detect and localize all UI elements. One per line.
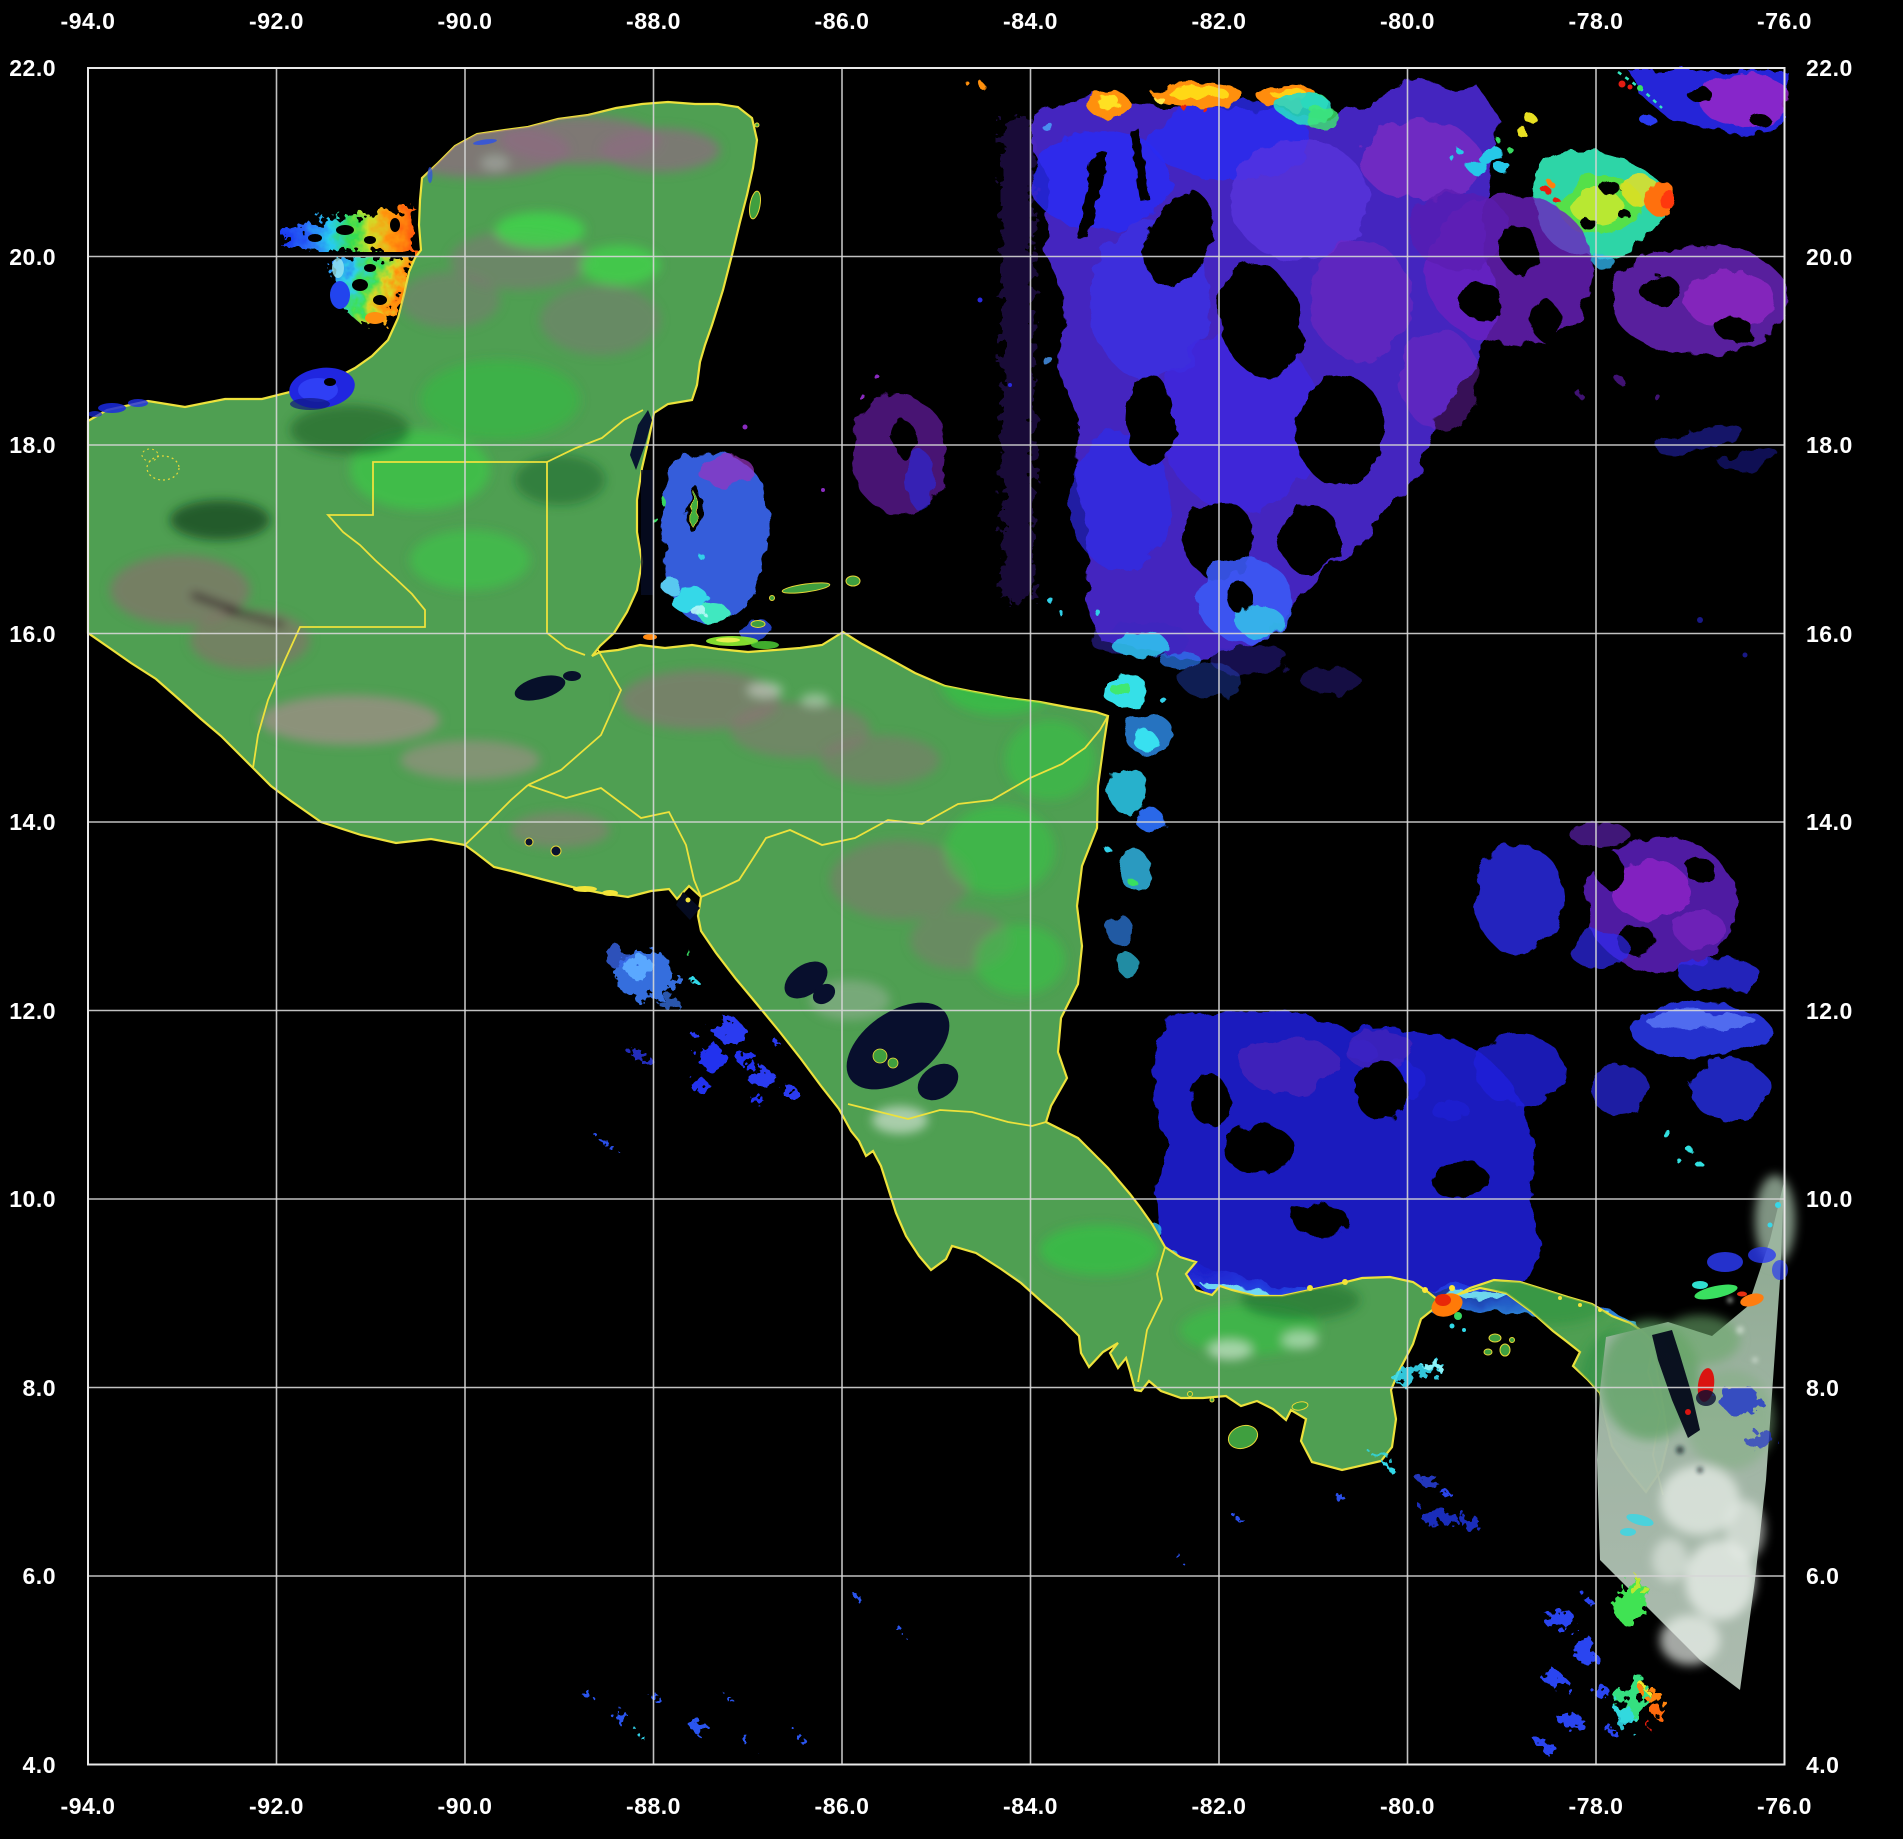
belize-lagoon (641, 470, 653, 595)
lon-tick-label-top: -76.0 (1757, 8, 1812, 34)
lat-tick-label-right: 8.0 (1806, 1374, 1840, 1401)
lat-tick-label-right: 4.0 (1806, 1751, 1840, 1778)
lat-tick-label-left: 20.0 (9, 243, 56, 270)
gulf-of-fonseca (676, 892, 700, 920)
lat-tick-label-left: 18.0 (9, 432, 56, 458)
lake-izabal (514, 675, 566, 701)
top-edge-orange-streaks (966, 82, 1340, 368)
lon-tick-label-bottom: -88.0 (626, 1793, 681, 1819)
border-guatemala-el-salvador (464, 784, 529, 846)
lon-tick-label-top: -82.0 (1191, 8, 1247, 34)
lat-tick-label-left: 6.0 (22, 1563, 56, 1589)
swath-gap-line (283, 252, 415, 257)
purple-lobes-right (1410, 190, 1790, 472)
belize-offshore-cloud (652, 451, 773, 640)
ometepe-island (872, 1048, 888, 1064)
lat-tick-label-right: 10.0 (1806, 1186, 1853, 1212)
lon-tick-label-bottom: -82.0 (1191, 1793, 1247, 1819)
coiba-island (1227, 1424, 1259, 1450)
border-honduras-nicaragua (700, 715, 1109, 898)
lon-tick-label-top: -86.0 (814, 8, 870, 34)
border-costa-rica-panama (1137, 1246, 1166, 1383)
lake-nicaragua (846, 1002, 950, 1090)
plot-frame (87, 67, 1786, 1766)
rainbow-data-swath-yucatan (283, 206, 415, 325)
lat-tick-label-right: 12.0 (1806, 997, 1853, 1024)
lat-tick-label-left: 22.0 (9, 55, 56, 81)
guanaja-island (845, 575, 861, 587)
pacific-cloud-specks (581, 948, 1775, 1750)
pearl-islands (1488, 1333, 1502, 1343)
orange-dash-amatique (643, 634, 657, 640)
lon-tick-label-bottom: -80.0 (1380, 1793, 1435, 1819)
border-mexico-belize (546, 409, 644, 463)
field-speckle-fringe (1002, 120, 1034, 600)
mid-right-purple-blob (1475, 823, 1760, 993)
lat-tick-label-left: 4.0 (22, 1751, 56, 1778)
caribbean-data-field (643, 70, 1790, 1340)
southwest-caribbean-field (1138, 1009, 1640, 1340)
lon-tick-label-top: -88.0 (626, 8, 681, 34)
lon-tick-label-bottom: -86.0 (814, 1793, 870, 1819)
lon-tick-label-top: -92.0 (249, 8, 304, 34)
lon-tick-label-bottom: -78.0 (1568, 1793, 1624, 1819)
lat-tick-label-right: 20.0 (1806, 243, 1853, 270)
red-specks (1618, 80, 1626, 88)
border-nicaragua-costa-rica (847, 1103, 1047, 1127)
lat-tick-label-right: 18.0 (1806, 432, 1853, 458)
light-blue-blob (1197, 558, 1293, 642)
lon-tick-label-top: -94.0 (60, 8, 116, 34)
lat-tick-label-left: 8.0 (22, 1374, 56, 1401)
lat-tick-label-right: 16.0 (1806, 620, 1853, 647)
border-el-salvador-honduras (527, 784, 702, 898)
panama-city-orange-anomaly (573, 886, 1602, 1332)
lakes (88, 399, 959, 1101)
islands (749, 122, 1515, 1450)
lon-tick-label-bottom: -90.0 (437, 1793, 493, 1819)
lat-tick-label-left: 10.0 (9, 1186, 56, 1212)
lon-tick-label-top: -84.0 (1003, 8, 1058, 34)
nicaragua-coast-cyan-clumps (1047, 597, 1240, 977)
border-guatemala-honduras (527, 649, 623, 786)
isla-mujeres (754, 122, 760, 128)
magenta-cloud-east-of-yucatan (852, 377, 948, 515)
cozumel-island (749, 190, 761, 220)
lat-tick-label-right: 14.0 (1806, 809, 1853, 835)
lon-tick-label-top: -80.0 (1380, 8, 1435, 34)
utila-island (750, 620, 766, 628)
lon-tick-label-top: -90.0 (437, 8, 493, 34)
lon-tick-label-bottom: -94.0 (60, 1793, 116, 1819)
cebaco-island (1291, 1401, 1309, 1411)
lat-tick-label-left: 14.0 (9, 809, 56, 835)
lat-tick-label-left: 12.0 (9, 997, 56, 1024)
lon-tick-label-bottom: -84.0 (1003, 1793, 1058, 1819)
colombia-image-swath (1597, 1175, 1795, 1690)
lon-tick-label-bottom: -92.0 (249, 1793, 304, 1819)
lat-tick-label-right: 22.0 (1806, 55, 1853, 81)
terminos-lagoon-outline (146, 455, 180, 481)
lat-tick-label-left: 16.0 (9, 620, 56, 647)
lat-tick-label-right: 6.0 (1806, 1563, 1840, 1589)
chetumal-bay (630, 410, 652, 470)
lon-tick-label-bottom: -76.0 (1757, 1793, 1812, 1819)
green-streak-ne (1694, 1284, 1738, 1300)
lon-tick-label-top: -78.0 (1568, 8, 1624, 34)
roatan-island (781, 582, 831, 594)
top-right-corner-mass (1628, 70, 1790, 135)
